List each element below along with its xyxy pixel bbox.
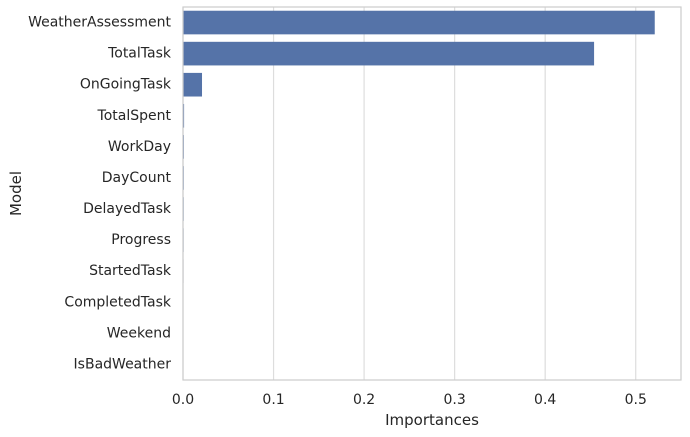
x-tick-label: 0.4 bbox=[534, 392, 556, 408]
bar-weatherassessment bbox=[183, 10, 655, 35]
bar-totaltask bbox=[183, 41, 595, 66]
y-tick-label: Progress bbox=[111, 232, 171, 248]
y-tick-label: WorkDay bbox=[108, 139, 171, 155]
x-tick-labels: 0.0 0.1 0.2 0.3 0.4 0.5 bbox=[172, 392, 647, 408]
x-tick-label: 0.0 bbox=[172, 392, 194, 408]
y-tick-label: TotalTask bbox=[107, 46, 172, 62]
plot-frame bbox=[182, 6, 682, 381]
y-tick-label: Weekend bbox=[107, 325, 171, 341]
bars bbox=[183, 10, 655, 377]
y-tick-label: WeatherAssessment bbox=[28, 15, 171, 31]
bar-ongoingtask bbox=[183, 72, 203, 97]
y-tick-label: StartedTask bbox=[89, 263, 172, 279]
y-tick-label: DelayedTask bbox=[83, 201, 172, 217]
x-tick-label: 0.5 bbox=[625, 392, 647, 408]
x-tick-label: 0.3 bbox=[444, 392, 466, 408]
y-tick-label: DayCount bbox=[102, 170, 172, 186]
y-tick-label: IsBadWeather bbox=[74, 356, 172, 372]
x-tick-label: 0.2 bbox=[353, 392, 375, 408]
y-tick-label: CompletedTask bbox=[64, 294, 171, 310]
y-tick-label: OnGoingTask bbox=[80, 77, 172, 93]
y-tick-label: TotalSpent bbox=[97, 108, 172, 124]
y-tick-labels: WeatherAssessment TotalTask OnGoingTask Tot… bbox=[28, 15, 172, 373]
x-axis-label: Importances bbox=[385, 411, 479, 429]
x-tick-label: 0.1 bbox=[262, 392, 284, 408]
y-axis-label: Model bbox=[7, 171, 25, 216]
